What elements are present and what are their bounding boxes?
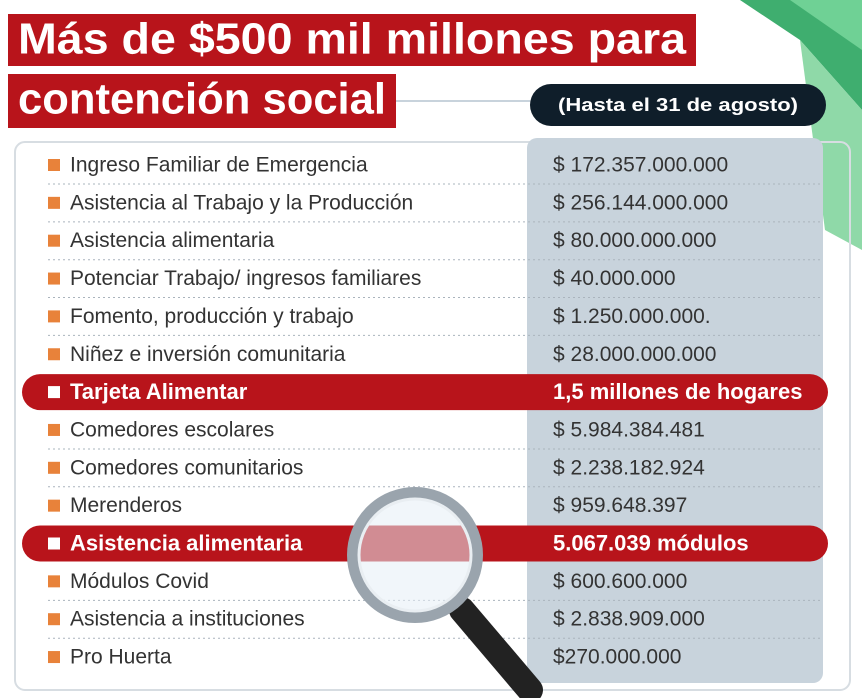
row-label: Asistencia al Trabajo y la Producción: [70, 191, 413, 214]
row-label: Merenderos: [70, 494, 182, 517]
panel-border: [14, 141, 851, 691]
rows: Ingreso Familiar de Emergencia $ 172.357.…: [22, 154, 828, 669]
bullet: [48, 196, 60, 209]
row-value: $ 600.600.000: [553, 570, 687, 593]
subtitle: (Hasta el 31 de agosto): [558, 95, 798, 115]
bullet: [48, 272, 60, 285]
bullet: [48, 310, 60, 323]
title-line: contención social: [18, 75, 386, 124]
row-value: $ 1.250.000.000.: [553, 305, 711, 328]
bullet: [48, 537, 60, 550]
row-value: $270.000.000: [553, 646, 681, 669]
row-label: Tarjeta Alimentar: [70, 379, 248, 404]
row-label: Asistencia alimentaria: [70, 229, 275, 252]
bullet: [48, 499, 60, 512]
row-label: Niñez e inversión comunitaria: [70, 343, 346, 366]
row-value: $ 28.000.000.000: [553, 343, 717, 366]
subtitle-pill: [530, 84, 826, 126]
bullet: [48, 423, 60, 436]
title-box: [8, 14, 696, 66]
bullet: [48, 651, 60, 664]
bullet: [48, 348, 60, 361]
bullet: [48, 575, 60, 588]
row-label: Asistencia a instituciones: [70, 608, 305, 631]
row-label: Comedores comunitarios: [70, 456, 303, 479]
row-label: Potenciar Trabajo/ ingresos familiares: [70, 267, 421, 290]
row-value: 5.067.039 módulos: [553, 530, 749, 555]
title-box: [8, 74, 396, 128]
row-label: Comedores escolares: [70, 418, 274, 441]
row-label: Fomento, producción y trabajo: [70, 305, 354, 328]
row-value: $ 172.357.000.000: [553, 154, 728, 177]
highlight-bar: [22, 374, 828, 411]
title-line: Más de $500 mil millones para: [18, 15, 687, 64]
row-value: $ 80.000.000.000: [553, 229, 717, 252]
row-value: $ 256.144.000.000: [553, 191, 728, 214]
row-value: $ 2.238.182.924: [553, 456, 705, 479]
row-value: $ 5.984.384.481: [553, 418, 705, 441]
bullet: [48, 461, 60, 474]
row-label: Asistencia alimentaria: [70, 530, 303, 555]
bullet: [48, 159, 60, 171]
row-label: Ingreso Familiar de Emergencia: [70, 154, 368, 177]
row-label: Módulos Covid: [70, 570, 209, 593]
bullet: [48, 613, 60, 626]
value-column: [527, 138, 823, 683]
row-value: $ 2.838.909.000: [553, 608, 705, 631]
row-value: $ 959.648.397: [553, 494, 687, 517]
row-value: 1,5 millones de hogares: [553, 379, 802, 404]
bullet: [48, 234, 60, 247]
magnifier: [347, 487, 543, 698]
row-value: $ 40.000.000: [553, 267, 676, 290]
bullet: [48, 386, 60, 399]
row-label: Pro Huerta: [70, 646, 172, 669]
